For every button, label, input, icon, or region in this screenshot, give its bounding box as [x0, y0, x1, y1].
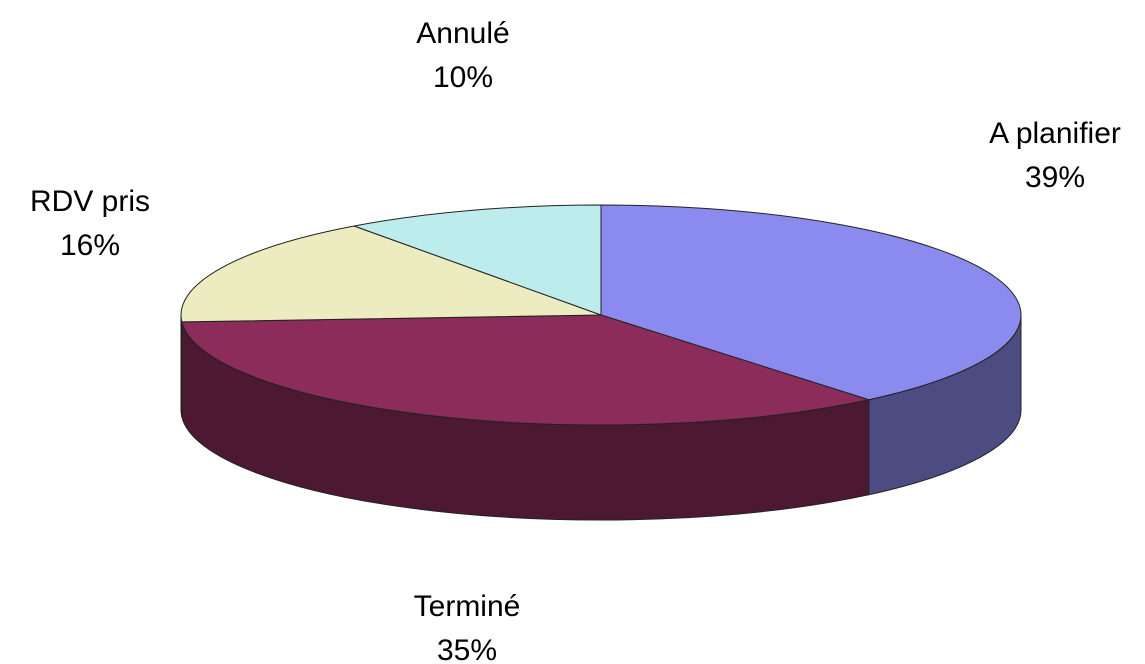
slice-label: Terminé	[414, 590, 521, 623]
slice	[181, 314, 870, 426]
slice-side	[180, 314, 183, 418]
slice-label: A planifier	[989, 117, 1121, 150]
slice-value-label: 35%	[437, 634, 497, 664]
slice-value-label: 39%	[1025, 161, 1085, 194]
slice-value-label: 10%	[433, 61, 493, 94]
slice	[353, 204, 602, 316]
slice	[180, 225, 602, 323]
slice-value-label: 16%	[60, 229, 120, 262]
slice	[600, 204, 1022, 401]
slice-label: Annulé	[416, 17, 509, 50]
slice-label: RDV pris	[30, 185, 150, 218]
